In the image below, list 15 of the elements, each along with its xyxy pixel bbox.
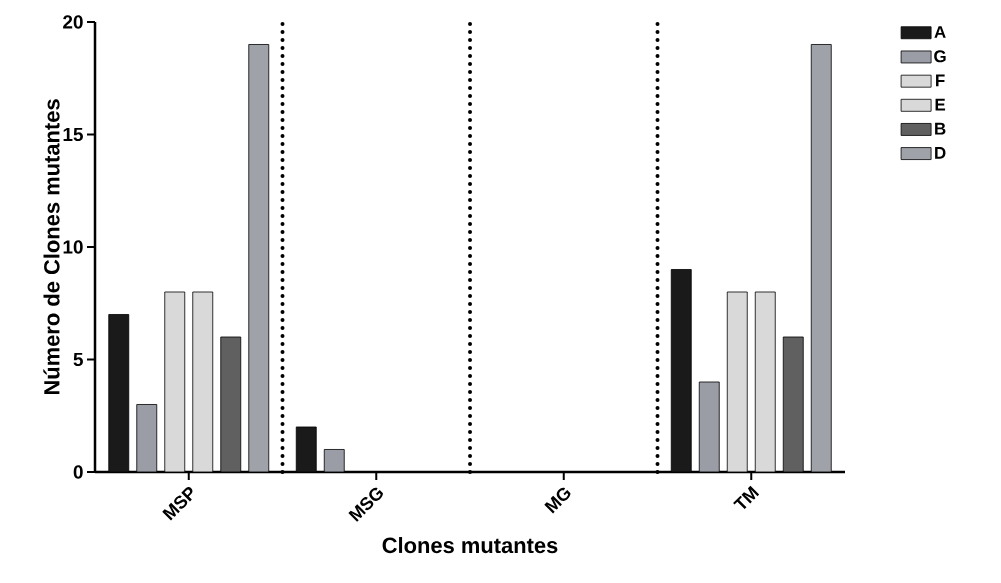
x-tick-label: MG bbox=[544, 487, 571, 514]
legend-label: F bbox=[936, 74, 945, 87]
legend-label: D bbox=[935, 147, 946, 159]
x-tick-label: TM bbox=[733, 485, 760, 510]
y-tick-label: 10 bbox=[63, 240, 83, 254]
y-axis-title: Número de Clones mutantes bbox=[43, 99, 60, 395]
y-tick-label: 0 bbox=[73, 465, 83, 479]
x-axis-title: Clones mutantes bbox=[382, 537, 558, 554]
legend-label: A bbox=[934, 26, 946, 38]
legend-label: E bbox=[935, 98, 946, 111]
y-tick-label: 15 bbox=[63, 127, 83, 142]
legend-label: G bbox=[934, 50, 946, 63]
legend-label: B bbox=[935, 122, 946, 135]
y-tick-label: 20 bbox=[63, 15, 83, 29]
y-tick-label: 5 bbox=[73, 352, 83, 367]
